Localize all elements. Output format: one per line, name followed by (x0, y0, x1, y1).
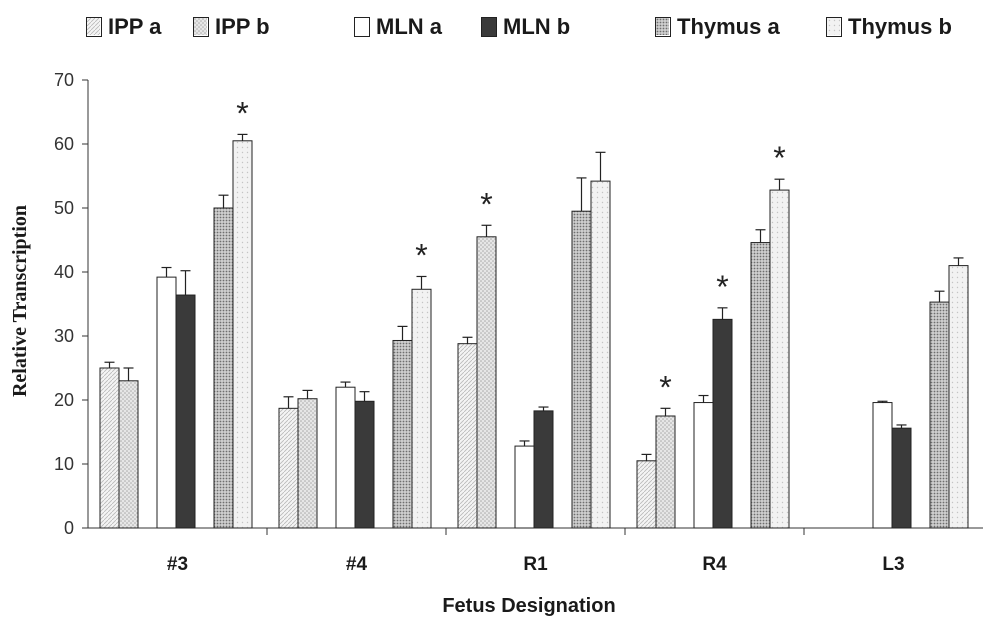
bar (590, 180, 611, 529)
x-tick-label: R4 (702, 554, 727, 575)
legend: IPP a IPP b MLN a MLN b Thymus a Thymus … (0, 12, 983, 42)
x-tick-label: R1 (523, 554, 548, 575)
y-tick-label: 50 (54, 198, 74, 218)
legend-swatch (354, 17, 370, 37)
bar (335, 386, 356, 529)
bar (156, 276, 177, 529)
bar (354, 400, 375, 529)
legend-swatch (826, 17, 842, 37)
bar (655, 415, 676, 529)
bar (948, 265, 969, 529)
bar (232, 140, 253, 529)
legend-label: Thymus a (677, 14, 780, 39)
bar (712, 318, 733, 529)
significance-marker: * (415, 237, 427, 273)
bar (457, 343, 478, 529)
legend-label: MLN a (376, 14, 442, 39)
y-tick-label: 20 (54, 390, 74, 410)
y-tick-label: 0 (64, 518, 74, 538)
bar (929, 301, 950, 529)
bar (750, 242, 771, 529)
legend-label: MLN b (503, 14, 571, 39)
legend-item: MLN a (354, 12, 442, 42)
bar (118, 380, 139, 529)
axis-labels: Relative Transcription Fetus Designation (9, 205, 616, 617)
bar (891, 427, 912, 529)
bar (99, 367, 120, 529)
x-axis-title: Fetus Designation (442, 595, 615, 617)
y-axis-title: Relative Transcription (9, 205, 31, 397)
y-tick-label: 70 (54, 70, 74, 90)
bar (476, 236, 497, 529)
significance-marker: * (773, 140, 785, 176)
bar (769, 189, 790, 529)
legend-swatch (481, 17, 497, 37)
significance-marker: * (659, 369, 671, 405)
legend-label: IPP a (108, 14, 162, 39)
bar (693, 402, 714, 529)
legend-swatch (86, 17, 102, 37)
y-tick-label: 40 (54, 262, 74, 282)
bars: * * * * * * (99, 95, 969, 529)
bar (533, 410, 554, 529)
bar (278, 407, 299, 529)
bar (213, 207, 234, 529)
significance-marker: * (480, 186, 492, 222)
x-tick-label: L3 (882, 554, 904, 575)
bar (636, 460, 657, 529)
legend-label: IPP b (215, 14, 270, 39)
y-tick-label: 60 (54, 134, 74, 154)
bar (297, 398, 318, 529)
bar (411, 288, 432, 529)
legend-item: Thymus b (826, 12, 952, 42)
bar (571, 210, 592, 529)
bar (392, 339, 413, 529)
legend-item: MLN b (481, 12, 570, 42)
legend-swatch (193, 17, 209, 37)
significance-marker: * (236, 95, 248, 131)
y-tick-label: 30 (54, 326, 74, 346)
bar (872, 402, 893, 529)
legend-label: Thymus b (848, 14, 952, 39)
y-tick-label: 10 (54, 454, 74, 474)
x-tick-label: #3 (167, 554, 188, 575)
significance-marker: * (716, 269, 728, 305)
legend-item: IPP b (193, 12, 270, 42)
legend-item: Thymus a (655, 12, 780, 42)
legend-item: IPP a (86, 12, 161, 42)
legend-swatch (655, 17, 671, 37)
x-tick-label: #4 (346, 554, 368, 575)
bar (175, 294, 196, 529)
bar (514, 445, 535, 529)
